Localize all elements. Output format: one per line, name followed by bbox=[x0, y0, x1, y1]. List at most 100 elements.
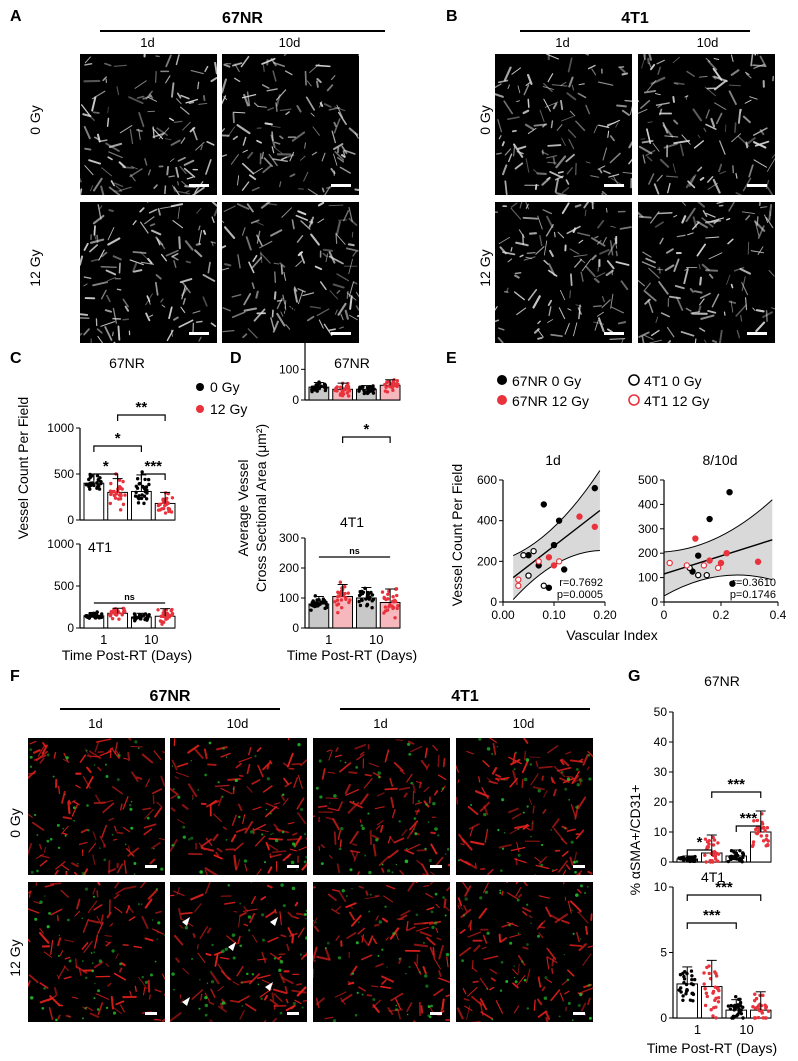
vessel-stroke bbox=[638, 108, 648, 114]
asma-dot bbox=[133, 862, 137, 865]
vessel-stroke bbox=[168, 306, 173, 320]
cd31-stroke bbox=[442, 757, 446, 768]
asma-dot bbox=[239, 944, 243, 948]
vessel-stroke bbox=[640, 99, 651, 109]
cd31-stroke bbox=[291, 989, 307, 994]
cd31-stroke bbox=[287, 927, 293, 936]
asma-dot bbox=[530, 922, 532, 924]
vessel-stroke bbox=[323, 103, 332, 108]
vessel-stroke bbox=[673, 81, 685, 85]
asma-dot bbox=[352, 972, 355, 975]
vessel-stroke bbox=[333, 143, 344, 151]
cd31-stroke bbox=[233, 854, 238, 871]
scatter-point bbox=[706, 515, 713, 523]
asma-dot bbox=[566, 978, 570, 982]
asma-dot bbox=[97, 989, 101, 993]
vessel-stroke bbox=[319, 281, 327, 291]
data-point bbox=[394, 587, 398, 591]
x-tick-label: 0.20 bbox=[593, 608, 617, 622]
vessel-stroke bbox=[554, 178, 559, 193]
cd31-stroke bbox=[509, 933, 521, 938]
asma-dot bbox=[56, 823, 60, 827]
cd31-stroke bbox=[490, 977, 496, 982]
vessel-stroke bbox=[605, 207, 608, 213]
asma-dot bbox=[563, 827, 567, 830]
vessel-stroke bbox=[210, 322, 217, 327]
vessel-stroke bbox=[271, 125, 281, 128]
sig-bracket bbox=[735, 825, 762, 832]
asma-dot bbox=[483, 812, 487, 817]
cd31-stroke bbox=[297, 927, 305, 938]
cd31-stroke bbox=[354, 743, 367, 750]
cd31-stroke bbox=[404, 849, 415, 855]
cd31-stroke bbox=[158, 837, 165, 841]
asma-dot bbox=[437, 834, 440, 837]
vessel-stroke bbox=[83, 328, 90, 336]
vessel-stroke bbox=[747, 241, 750, 255]
cd31-stroke bbox=[437, 774, 447, 781]
asma-dot bbox=[457, 859, 460, 862]
vessel-stroke bbox=[116, 86, 120, 96]
data-point bbox=[156, 608, 160, 612]
data-point bbox=[121, 479, 125, 484]
cd31-stroke bbox=[372, 1004, 380, 1013]
y-tick-label: 50 bbox=[654, 705, 668, 719]
asma-dot bbox=[432, 801, 436, 806]
vessel-stroke bbox=[526, 251, 536, 254]
cd31-stroke bbox=[119, 803, 123, 811]
vessel-stroke bbox=[657, 212, 673, 215]
cd31-stroke bbox=[435, 903, 440, 909]
data-point bbox=[120, 613, 124, 617]
vessel-stroke bbox=[766, 158, 775, 172]
asma-dot bbox=[62, 828, 64, 830]
vessel-stroke bbox=[719, 140, 726, 155]
data-point bbox=[391, 379, 395, 384]
vessel-stroke bbox=[100, 266, 117, 269]
vessel-stroke bbox=[515, 241, 529, 247]
cd31-stroke bbox=[508, 756, 522, 765]
cd31-stroke bbox=[563, 882, 565, 885]
asma-dot bbox=[571, 909, 573, 912]
cd31-stroke bbox=[464, 1005, 473, 1012]
cd31-stroke bbox=[229, 999, 240, 1003]
micrograph-f-12gy-67nr-10d bbox=[170, 882, 307, 1022]
data-point bbox=[123, 493, 127, 497]
vessel-stroke bbox=[699, 276, 703, 286]
vessel-stroke bbox=[687, 232, 694, 236]
cd31-stroke bbox=[269, 998, 279, 1006]
asma-dot bbox=[425, 984, 429, 988]
vessel-stroke bbox=[652, 142, 660, 152]
vessel-stroke bbox=[93, 225, 96, 236]
scale-bar bbox=[573, 1012, 585, 1015]
asma-dot bbox=[29, 748, 33, 751]
vessel-stroke bbox=[537, 215, 543, 230]
scatter-point bbox=[591, 523, 599, 530]
cd31-stroke bbox=[374, 806, 385, 810]
cd31-stroke bbox=[114, 825, 117, 832]
cd31-stroke bbox=[331, 908, 341, 915]
vessel-stroke bbox=[155, 281, 159, 296]
vessel-stroke bbox=[253, 308, 266, 322]
vessel-stroke bbox=[685, 95, 688, 100]
cd31-stroke bbox=[75, 784, 81, 789]
vessel-stroke bbox=[593, 124, 598, 134]
cd31-stroke bbox=[551, 967, 554, 975]
asma-dot bbox=[508, 924, 511, 927]
vessel-stroke bbox=[615, 250, 618, 257]
vessel-stroke bbox=[741, 211, 755, 214]
vessel-stroke bbox=[658, 266, 661, 274]
vessel-stroke bbox=[510, 207, 522, 220]
vessel-stroke bbox=[173, 186, 180, 195]
asma-dot bbox=[386, 966, 388, 968]
cd31-stroke bbox=[384, 749, 390, 763]
data-point bbox=[729, 854, 733, 859]
vessel-stroke bbox=[745, 141, 749, 149]
cd31-stroke bbox=[582, 953, 592, 966]
cd31-stroke bbox=[441, 998, 445, 1010]
vessel-stroke bbox=[317, 218, 325, 224]
vessel-stroke bbox=[628, 158, 632, 165]
cd31-stroke bbox=[586, 766, 590, 771]
cd31-stroke bbox=[483, 805, 489, 816]
vessel-stroke bbox=[516, 307, 527, 316]
cd31-stroke bbox=[60, 889, 69, 898]
